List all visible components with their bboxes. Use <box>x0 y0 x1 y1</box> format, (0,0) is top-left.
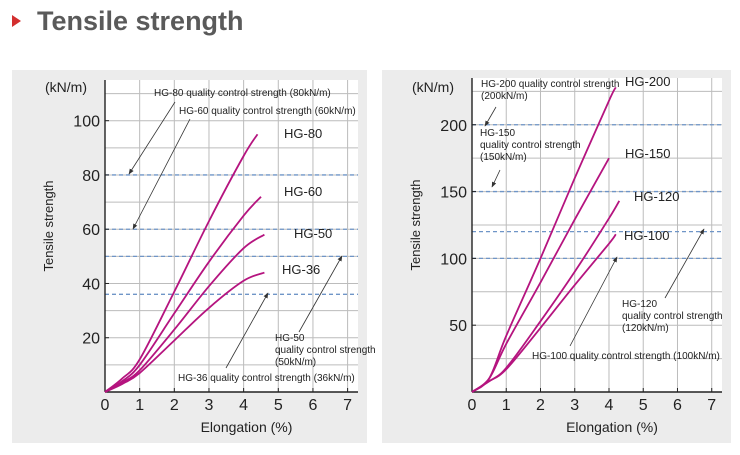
qc-annotation: (200kN/m) <box>481 91 528 102</box>
annotation-arrow <box>128 101 176 175</box>
y-tick-label: 80 <box>82 168 100 185</box>
series-label: HG-50 <box>294 226 332 241</box>
annotation-arrow <box>664 228 705 299</box>
y-tick-label: 20 <box>82 331 100 348</box>
x-tick-label: 3 <box>570 397 579 414</box>
qc-annotation: HG-36 quality control strength (36kN/m) <box>178 373 355 384</box>
series-label: HG-120 <box>634 189 680 204</box>
x-tick-label: 3 <box>205 397 214 414</box>
plot-area <box>105 80 358 392</box>
qc-annotation: HG-200 quality control strength <box>481 79 619 90</box>
y-tick-label: 100 <box>440 251 467 268</box>
qc-annotation: (50kN/m) <box>275 357 316 368</box>
qc-annotation: HG-50 <box>275 333 305 344</box>
x-tick-label: 2 <box>170 397 179 414</box>
annotation-arrow <box>569 256 618 347</box>
x-tick-label: 7 <box>343 397 352 414</box>
x-tick-label: 2 <box>536 397 545 414</box>
y-axis-label: Tensile strength <box>41 180 56 271</box>
annotation-arrow <box>298 255 343 333</box>
x-tick-label: 5 <box>639 397 648 414</box>
y-tick-label: 200 <box>440 118 467 135</box>
x-tick-label: 1 <box>135 397 144 414</box>
y-axis-unit: (kN/m) <box>412 79 454 95</box>
y-tick-label: 40 <box>82 276 100 293</box>
x-axis-label: Elongation (%) <box>201 419 293 435</box>
chart-panel-left: 0 1 2 3 4 5 6 7 20 40 60 80 100 (kN/m) Elongation (%) T… <box>12 70 376 443</box>
series-line-hg-60 <box>104 196 262 393</box>
series-label: HG-200 <box>625 74 671 89</box>
qc-annotation: HG-60 quality control strength (60kN/m) <box>179 106 356 117</box>
series-line-hg-80 <box>104 133 259 393</box>
qc-annotation: HG-150 <box>480 128 515 139</box>
x-tick-label: 4 <box>605 397 614 414</box>
chart-right: 0 1 2 3 4 5 6 7 50 100 150 200 (kN/m) Elongation (%) T… <box>408 74 723 435</box>
x-tick-label: 0 <box>101 397 110 414</box>
x-tick-label: 0 <box>468 397 477 414</box>
series-line-hg-50 <box>104 233 265 393</box>
chart-panel-right: 0 1 2 3 4 5 6 7 50 100 150 200 (kN/m) Elongation (%) T… <box>382 70 731 443</box>
y-axis-unit: (kN/m) <box>45 79 87 95</box>
x-tick-label: 1 <box>502 397 511 414</box>
x-axis-label: Elongation (%) <box>566 419 658 435</box>
series-label: HG-150 <box>625 146 671 161</box>
annotation-arrow <box>484 106 497 127</box>
plot-area <box>472 78 722 392</box>
qc-annotation: HG-120 <box>622 299 657 310</box>
title-triangle-icon <box>12 15 21 27</box>
series-label: HG-100 <box>624 228 670 243</box>
qc-annotation: HG-100 quality control strength (100kN/m… <box>532 351 720 362</box>
y-tick-label: 60 <box>82 222 100 239</box>
annotation-arrow <box>225 292 269 369</box>
annotation-arrow <box>491 169 501 188</box>
page-header: Tensile strength <box>12 4 244 38</box>
y-tick-label: 150 <box>440 185 467 202</box>
series-label: HG-36 <box>282 262 320 277</box>
annotation-arrow <box>132 118 191 230</box>
x-tick-label: 7 <box>707 397 716 414</box>
page-title: Tensile strength <box>37 5 244 36</box>
chart-left: 0 1 2 3 4 5 6 7 20 40 60 80 100 (kN/m) Elongation (%) T… <box>41 79 376 435</box>
y-axis-label: Tensile strength <box>408 179 423 270</box>
x-tick-label: 5 <box>274 397 283 414</box>
y-tick-label: 50 <box>449 318 467 335</box>
x-tick-label: 6 <box>673 397 682 414</box>
qc-annotation: HG-80 quality control strength (80kN/m) <box>154 88 331 99</box>
qc-annotation: (120kN/m) <box>622 323 669 334</box>
x-tick-label: 6 <box>308 397 317 414</box>
series-line-hg-36 <box>104 271 265 393</box>
qc-annotation: quality control strength <box>622 311 723 322</box>
series-label: HG-60 <box>284 184 322 199</box>
series-label: HG-80 <box>284 126 322 141</box>
x-tick-label: 4 <box>239 397 248 414</box>
y-tick-label: 100 <box>73 114 100 131</box>
qc-annotation: quality control strength <box>480 140 581 151</box>
series-line-hg-150 <box>471 157 610 393</box>
qc-annotation: (150kN/m) <box>480 152 527 163</box>
qc-annotation: quality control strength <box>275 345 376 356</box>
series-line-hg-100 <box>471 233 617 393</box>
